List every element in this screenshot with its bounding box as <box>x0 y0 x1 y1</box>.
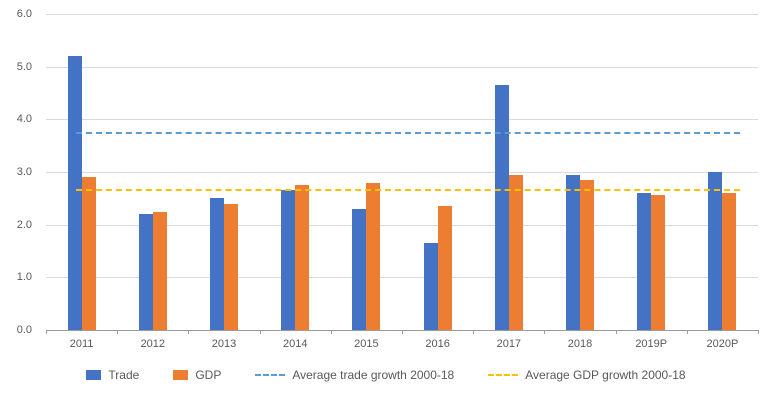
x-tick-label: 2014 <box>282 338 308 350</box>
gdp-bar <box>508 174 523 330</box>
legend-item: Average trade growth 2000-18 <box>255 368 454 382</box>
category-group <box>188 14 259 330</box>
trade-bar <box>708 172 723 330</box>
category-group <box>616 14 687 330</box>
x-tick-label: 2017 <box>496 338 522 350</box>
x-tick-label: 2015 <box>354 338 379 350</box>
y-tick-label: 0.0 <box>16 324 32 336</box>
reference-line <box>76 189 740 192</box>
x-tick <box>473 330 475 334</box>
legend-dashed-line-swatch <box>488 374 519 376</box>
gdp-bar <box>722 193 737 330</box>
y-tick-label: 1.0 <box>16 271 32 284</box>
category-group <box>331 14 402 330</box>
gdp-bar <box>437 206 452 330</box>
trade-bar <box>210 198 224 330</box>
legend-label: Average GDP growth 2000-18 <box>525 368 686 382</box>
gridline <box>46 224 758 226</box>
x-tick-label: 2011 <box>69 338 94 350</box>
x-tick <box>117 330 119 334</box>
x-tick <box>46 330 47 334</box>
y-tick-label: 3.0 <box>16 166 32 178</box>
gdp-bar <box>224 203 238 330</box>
x-tick <box>402 330 403 334</box>
category-group <box>402 14 473 330</box>
trade-bar <box>637 193 652 330</box>
gridline <box>46 277 758 279</box>
trade-bar <box>566 174 581 330</box>
gdp-bar <box>152 211 167 330</box>
x-tick <box>188 330 190 334</box>
legend-dashed-line-swatch <box>255 374 286 376</box>
y-axis: 0.0 1.0 2.0 3.0 4.0 5.0 6.0 <box>0 8 38 336</box>
x-tick <box>615 330 617 334</box>
y-tick-label: 2.0 <box>16 218 32 231</box>
trade-bar <box>281 190 296 330</box>
gdp-bar <box>295 185 310 330</box>
x-tick <box>259 330 261 334</box>
gridline <box>46 66 758 68</box>
category-group <box>46 14 117 330</box>
trade-bar <box>352 208 367 330</box>
reference-line <box>76 131 740 134</box>
legend-label: Trade <box>108 368 140 382</box>
gdp-bar <box>651 194 666 330</box>
trade-bar <box>494 85 509 330</box>
legend-label: Average trade growth 2000-18 <box>292 368 455 382</box>
x-tick <box>330 330 332 334</box>
legend-item: GDP <box>173 368 221 382</box>
x-tick-label: 2016 <box>425 338 450 350</box>
trade-bar <box>138 214 153 330</box>
legend-item: Average GDP growth 2000-18 <box>488 368 686 382</box>
category-group <box>687 14 758 330</box>
legend-label: GDP <box>195 368 222 382</box>
category-group <box>473 14 544 330</box>
plot-area <box>46 14 759 334</box>
x-tick <box>758 330 759 334</box>
gridline <box>46 172 758 173</box>
category-group <box>117 14 188 330</box>
trade-bar <box>423 243 438 330</box>
x-tick-label: 2013 <box>211 338 237 350</box>
category-group <box>544 14 615 330</box>
bars-layer <box>46 14 758 330</box>
gridline <box>46 14 758 15</box>
x-tick-label: 2019P <box>635 338 668 350</box>
legend-bar-swatch <box>86 370 102 380</box>
legend-bar-swatch <box>173 370 189 380</box>
x-tick-label: 2018 <box>567 338 593 350</box>
y-tick-label: 6.0 <box>16 8 32 20</box>
trade-bar <box>67 56 82 330</box>
x-tick-label: 2012 <box>140 338 166 350</box>
legend-item: Trade <box>86 368 139 382</box>
gridline <box>46 119 758 121</box>
gdp-bar <box>366 182 381 330</box>
gdp-bar <box>81 177 96 330</box>
x-tick <box>544 330 546 334</box>
y-tick-label: 5.0 <box>16 60 32 73</box>
legend: Trade GDP Average trade growth 2000-18 Aver… <box>0 368 772 382</box>
category-group <box>260 14 331 330</box>
x-tick-label: 2020P <box>706 338 739 350</box>
gdp-bar <box>580 179 595 330</box>
x-tick <box>686 330 688 334</box>
y-tick-label: 4.0 <box>16 113 32 126</box>
x-axis: 2011 2012 2013 2014 2015 2016 2017 2018 2019P 202… <box>46 338 758 350</box>
